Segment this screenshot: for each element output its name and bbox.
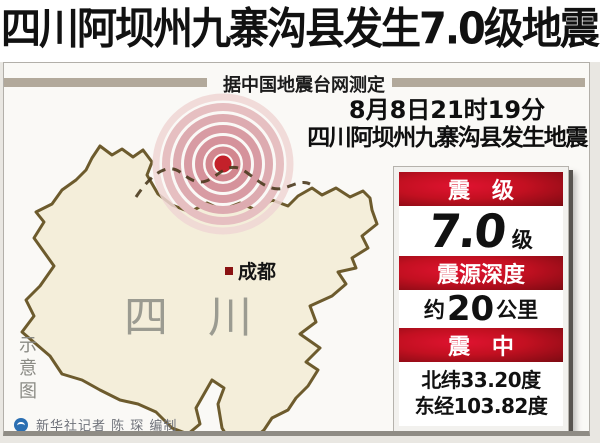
headline-event: 四川阿坝州九寨沟县发生地震 [307, 125, 588, 151]
depth-value: 20 [446, 289, 495, 329]
divider-bar-right [392, 78, 585, 87]
headline: 8月8日21时19分 四川阿坝州九寨沟县发生地震 [302, 96, 589, 153]
longitude-value: 东经103.82度 [414, 394, 548, 418]
schematic-note: 示意图 [16, 335, 37, 404]
magnitude-value: 7.0 [426, 204, 508, 258]
depth-value-row: 约 20 公里 [399, 289, 563, 329]
latitude-value: 北纬33.20度 [421, 368, 541, 392]
magnitude-unit: 级 [511, 228, 533, 252]
chengdu-marker: 成都 [225, 257, 276, 284]
epicenter-dot-icon [214, 155, 232, 173]
headline-datetime: 8月8日21时19分 [348, 96, 546, 124]
depth-unit: 公里 [496, 298, 539, 322]
depth-prefix: 约 [423, 298, 445, 322]
info-panel: 震 级 7.0 级 震源深度 约 20 公里 震 中 北纬33.20度 东经10… [393, 166, 569, 431]
sichuan-map [20, 93, 379, 431]
divider-bar-left [4, 78, 207, 87]
epicenter-rings-icon [152, 93, 294, 235]
city-square-icon [225, 266, 233, 275]
title-bar: 四川阿坝州九寨沟县发生7.0级地震 [0, 0, 600, 62]
magnitude-header: 震 级 [399, 172, 563, 206]
province-label: 四 川 [124, 292, 252, 343]
magnitude-value-row: 7.0 级 [399, 204, 563, 258]
depth-header: 震源深度 [399, 256, 563, 290]
content-box: 据中国地震台网测定 8月8日21时19分 四川阿坝州九寨沟县发生地震 四 川 成… [3, 62, 590, 436]
xinhua-logo-icon [14, 417, 28, 431]
city-label: 成都 [238, 261, 277, 283]
credit-text: 新华社记者 陈 琛 编制 [36, 419, 178, 434]
epicenter-coords: 北纬33.20度 东经103.82度 [399, 362, 563, 426]
page-title: 四川阿坝州九寨沟县发生7.0级地震 [1, 4, 600, 55]
source-line: 据中国地震台网测定 [223, 75, 385, 96]
dashed-boundary [134, 165, 311, 198]
epicenter-header: 震 中 [399, 328, 563, 362]
credit-line: 新华社记者 陈 琛 编制 [14, 415, 178, 434]
